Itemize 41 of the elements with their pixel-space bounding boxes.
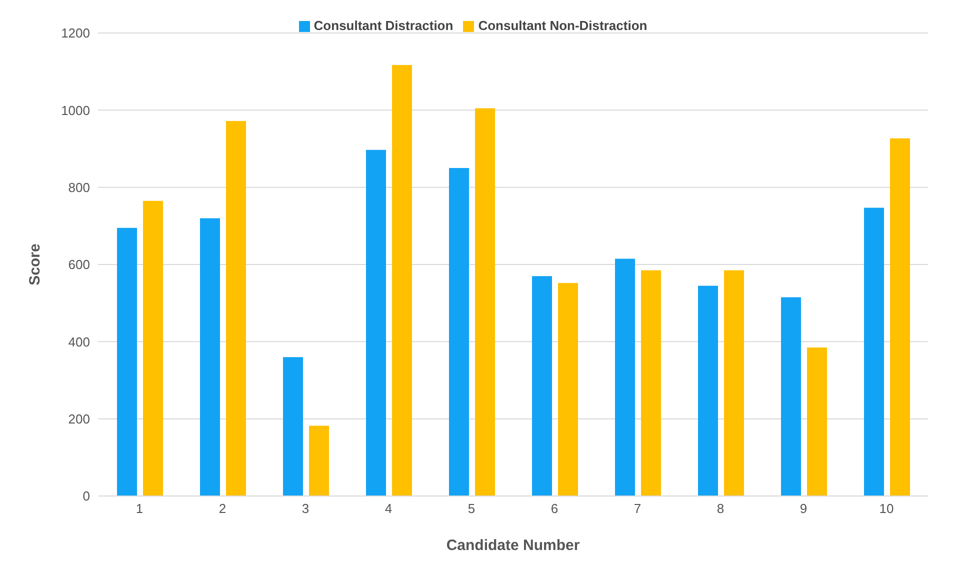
x-axis-title: Candidate Number [446,537,580,554]
y-tick-label: 1200 [61,26,90,41]
x-tick-label: 6 [550,501,558,516]
legend-label: Consultant Distraction [314,18,454,33]
y-tick-label: 800 [68,180,90,195]
bar [532,276,552,496]
bar [558,283,578,496]
x-tick-label: 3 [302,501,310,516]
y-axis-title: Score [26,244,44,286]
bar [864,208,884,496]
bar [781,297,801,496]
x-tick-label: 9 [800,501,808,516]
x-tick-label: 2 [218,501,226,516]
bar [890,138,910,496]
bar [475,108,495,496]
bar [117,228,137,496]
legend-label: Consultant Non-Distraction [478,18,648,33]
y-tick-label: 200 [68,411,90,426]
bar [449,168,469,496]
x-tick-label: 4 [384,501,392,516]
bar [615,258,635,496]
bar [309,426,329,496]
x-tick-label: 7 [634,501,642,516]
bar [698,286,718,496]
bar [226,120,246,496]
bar [283,357,303,496]
y-tick-label: 1000 [61,102,90,118]
bar [641,270,661,496]
bar [200,218,220,496]
x-tick-label: 8 [716,501,724,516]
bar [392,65,412,496]
y-tick-label: 600 [68,257,90,272]
x-tick-label: 5 [468,501,476,516]
y-tick-label: 400 [68,334,90,350]
bar [143,200,163,496]
y-tick-label: 0 [82,488,90,504]
x-tick-label: 1 [136,501,144,516]
bar [807,347,827,496]
bar [366,150,386,496]
bar [724,270,744,496]
x-tick-label: 10 [879,501,894,516]
